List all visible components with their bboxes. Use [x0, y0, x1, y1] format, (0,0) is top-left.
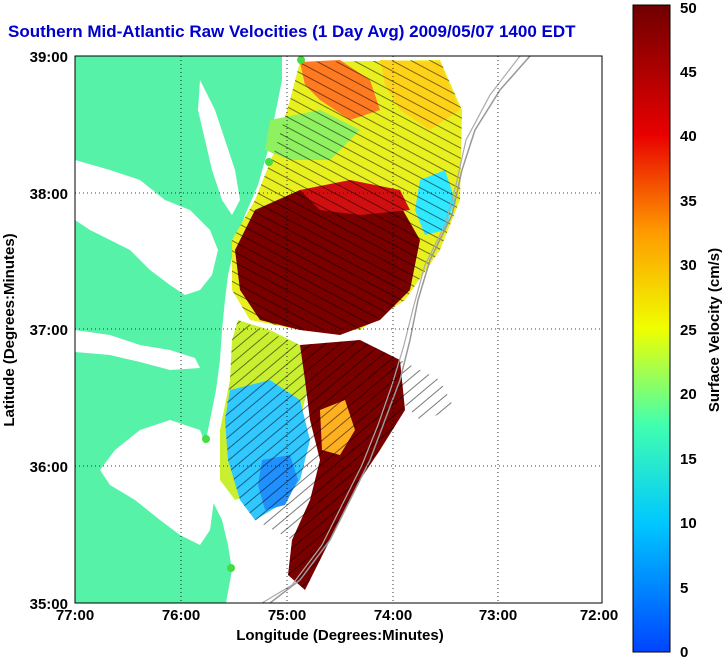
chesapeake-bay [75, 160, 218, 295]
x-tick-label: 75:00 [268, 607, 306, 624]
radar-site-marker [297, 56, 305, 64]
colorbar-tick-label: 45 [680, 64, 697, 81]
x-tick-label: 74:00 [374, 607, 412, 624]
y-tick-label: 35:00 [30, 596, 68, 613]
colorbar-label: Surface Velocity (cm/s) [706, 248, 723, 412]
chart-title: Southern Mid-Atlantic Raw Velocities (1 … [8, 22, 576, 41]
x-tick-label: 76:00 [162, 607, 200, 624]
radar-site-marker [265, 158, 273, 166]
x-axis-label: Longitude (Degrees:Minutes) [236, 627, 444, 644]
bathymetry-contour-outer [261, 56, 521, 603]
y-axis-label: Latitude (Degrees:Minutes) [1, 233, 18, 426]
colorbar-tick-label: 40 [680, 128, 697, 145]
y-tick-label: 39:00 [30, 49, 68, 66]
x-tick-labels: 77:00 76:00 75:00 74:00 73:00 72:00 [56, 607, 618, 624]
colorbar-tick-label: 25 [680, 322, 697, 339]
colorbar-tick-label: 10 [680, 515, 697, 532]
colorbar-tick-label: 30 [680, 257, 697, 274]
colorbar-tick-label: 0 [680, 644, 688, 659]
colorbar-tick-label: 5 [680, 580, 688, 597]
y-tick-label: 37:00 [30, 322, 68, 339]
radar-site-marker [227, 564, 235, 572]
inner-bay [198, 80, 240, 215]
radar-site-marker [202, 435, 210, 443]
coastal-river [75, 330, 200, 370]
colorbar-tick-labels: 0 5 10 15 20 25 30 35 40 45 50 [680, 0, 697, 659]
y-tick-labels: 39:00 38:00 37:00 36:00 35:00 [30, 49, 68, 613]
x-tick-label: 77:00 [56, 607, 94, 624]
x-tick-label: 72:00 [580, 607, 618, 624]
colorbar-tick-label: 35 [680, 193, 697, 210]
colorbar [632, 4, 671, 653]
y-tick-label: 38:00 [30, 186, 68, 203]
bathymetry-contour [269, 56, 531, 603]
colorbar-tick-label: 20 [680, 386, 697, 403]
velocity-arrows [225, 60, 462, 590]
colorbar-tick-label: 50 [680, 0, 697, 17]
x-tick-label: 73:00 [479, 607, 517, 624]
colorbar-tick-label: 15 [680, 451, 697, 468]
y-tick-label: 36:00 [30, 459, 68, 476]
pamlico-sound [100, 420, 214, 545]
